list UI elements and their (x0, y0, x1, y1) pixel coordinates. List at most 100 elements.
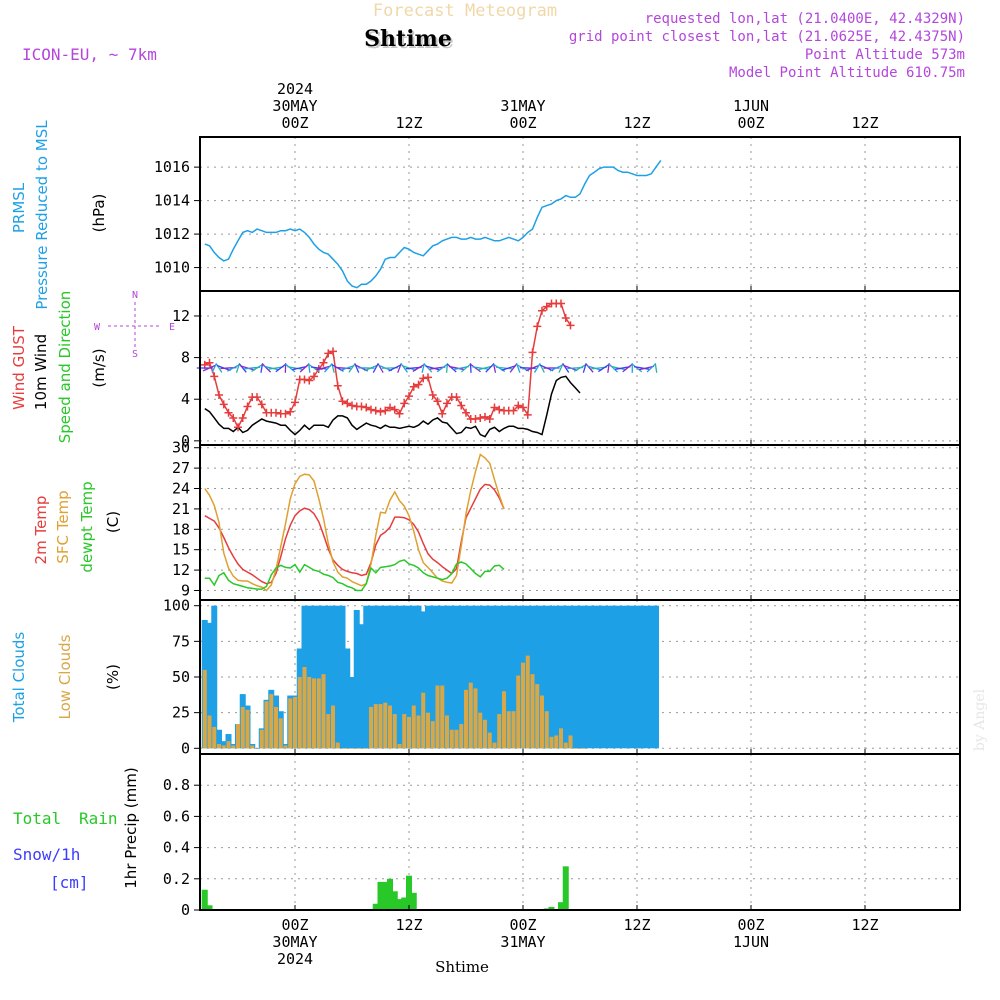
bottom-time-label: 12Z (623, 916, 650, 934)
gust-marker (400, 399, 409, 408)
total-cloud-bar (444, 605, 450, 749)
total-cloud-bar (216, 729, 222, 749)
total-cloud-bar (334, 605, 341, 749)
total-cloud-bar (453, 605, 460, 749)
total-cloud-bar (653, 605, 659, 749)
gust-marker (523, 410, 532, 419)
rain-bar (387, 878, 393, 910)
rain-label: Rain (79, 809, 118, 828)
y-tick-label: 27 (172, 459, 190, 477)
y-tick-label: 1016 (154, 158, 190, 176)
total-cloud-bar (543, 605, 550, 749)
wind-direction-arrow (215, 363, 223, 373)
wind-direction-arrow (633, 366, 650, 370)
wind-direction-arrow (436, 363, 448, 373)
wind-direction-arrow (533, 363, 541, 373)
wind-direction-arrow (654, 363, 658, 373)
gust-marker (286, 407, 295, 416)
frame-layer (199, 136, 961, 911)
wind-direction-arrow (261, 363, 272, 373)
total-cloud-bar (434, 605, 441, 749)
wind-direction-arrow (348, 363, 356, 373)
wind-direction-arrow (638, 365, 655, 371)
low-cloud-bar (340, 748, 345, 749)
wind-direction-arrow (263, 365, 279, 371)
pressure-label-1: PRMSL (10, 182, 28, 233)
low-cloud-bar (430, 721, 435, 749)
model-label: ICON-EU, ~ 7km (22, 45, 157, 64)
total-cloud-bar (315, 605, 322, 749)
y-tick-label: 75 (172, 632, 190, 650)
gust-marker (428, 391, 437, 400)
wind-10m-label: 10m Wind (32, 334, 50, 410)
gust-marker (357, 402, 366, 411)
low-cloud-bar (321, 674, 326, 749)
total-cloud-bar (448, 605, 455, 749)
wind-direction-arrow (238, 363, 247, 373)
top-time-label: 00Z (737, 114, 764, 132)
top-time-label: 12Z (395, 114, 422, 132)
total-cloud-bar (406, 605, 412, 749)
low-cloud-bar (511, 711, 516, 749)
low-cloud-bar (345, 748, 350, 749)
svg-text:S: S (132, 349, 138, 360)
low-cloud-bar (297, 677, 302, 749)
low-cloud-bar (421, 692, 426, 749)
low-cloud-bar (231, 745, 236, 749)
total-cloud-bar (501, 605, 507, 749)
low-cloud-bar (331, 705, 335, 749)
gust-marker (338, 397, 347, 406)
wind-direction-arrow (324, 363, 333, 373)
total-cloud-bar (382, 605, 389, 749)
total-cloud-bar (391, 605, 398, 749)
total-cloud-bar (629, 605, 636, 749)
wind-direction-arrow (421, 363, 425, 373)
low-cloud-bar (449, 729, 454, 749)
total-cloud-bar (358, 624, 365, 749)
wind-direction-arrow (372, 363, 379, 373)
gust-marker (495, 405, 504, 414)
y-tick-label: 0.2 (163, 870, 190, 888)
total-cloud-bar (211, 605, 218, 749)
total-cloud-bar (477, 605, 484, 749)
y-tick-label: 100 (163, 597, 190, 615)
wind-direction-arrow (226, 364, 240, 372)
low-cloud-bar (388, 705, 392, 749)
snow-label: Snow/1h (13, 845, 80, 864)
top-time-label: 12Z (623, 114, 650, 132)
low-cloud-bar (392, 714, 397, 749)
snow-unit-label: [cm] (50, 873, 89, 892)
gust-marker (433, 397, 442, 406)
point-altitude: Point Altitude 573m (805, 47, 965, 63)
total-cloud-bar (463, 605, 469, 749)
total-cloud-bar (363, 605, 370, 749)
y-tick-label: 30 (172, 439, 190, 457)
wind-direction-arrow (646, 363, 656, 373)
low-cloud-bar (535, 684, 540, 749)
wind-direction-arrow (608, 363, 618, 373)
low-cloud-bar (459, 724, 464, 749)
gust-marker (253, 393, 261, 402)
gust-marker (291, 398, 299, 407)
total-cloud-bar (429, 605, 436, 749)
top-time-label: 2024 (277, 80, 313, 98)
rain-bar (406, 875, 412, 910)
gust-marker (452, 393, 461, 402)
grid-point-coords: grid point closest lon,lat (21.0625E, 42… (569, 29, 965, 45)
svg-text:W: W (94, 322, 101, 333)
y-tick-label: 15 (172, 541, 190, 559)
temp-dewpt-label: dewpt Temp (78, 481, 96, 572)
low-cloud-bar (226, 741, 231, 749)
total-cloud-bar (387, 605, 393, 749)
wind-direction-arrow (573, 364, 587, 372)
total-cloud-bar (458, 605, 465, 749)
y-tick-label: 18 (172, 520, 190, 538)
gust-marker (457, 401, 466, 410)
gust-marker (272, 408, 280, 417)
total-cloud-bar (638, 605, 645, 749)
model-altitude: Model Point Altitude 610.75m (729, 65, 965, 81)
wind-labels: Wind GUST 10m Wind Speed and Direction (… (10, 290, 175, 443)
total-cloud-bar (605, 605, 612, 749)
total-cloud-bar (577, 605, 583, 749)
low-cloud-bar (549, 736, 554, 749)
